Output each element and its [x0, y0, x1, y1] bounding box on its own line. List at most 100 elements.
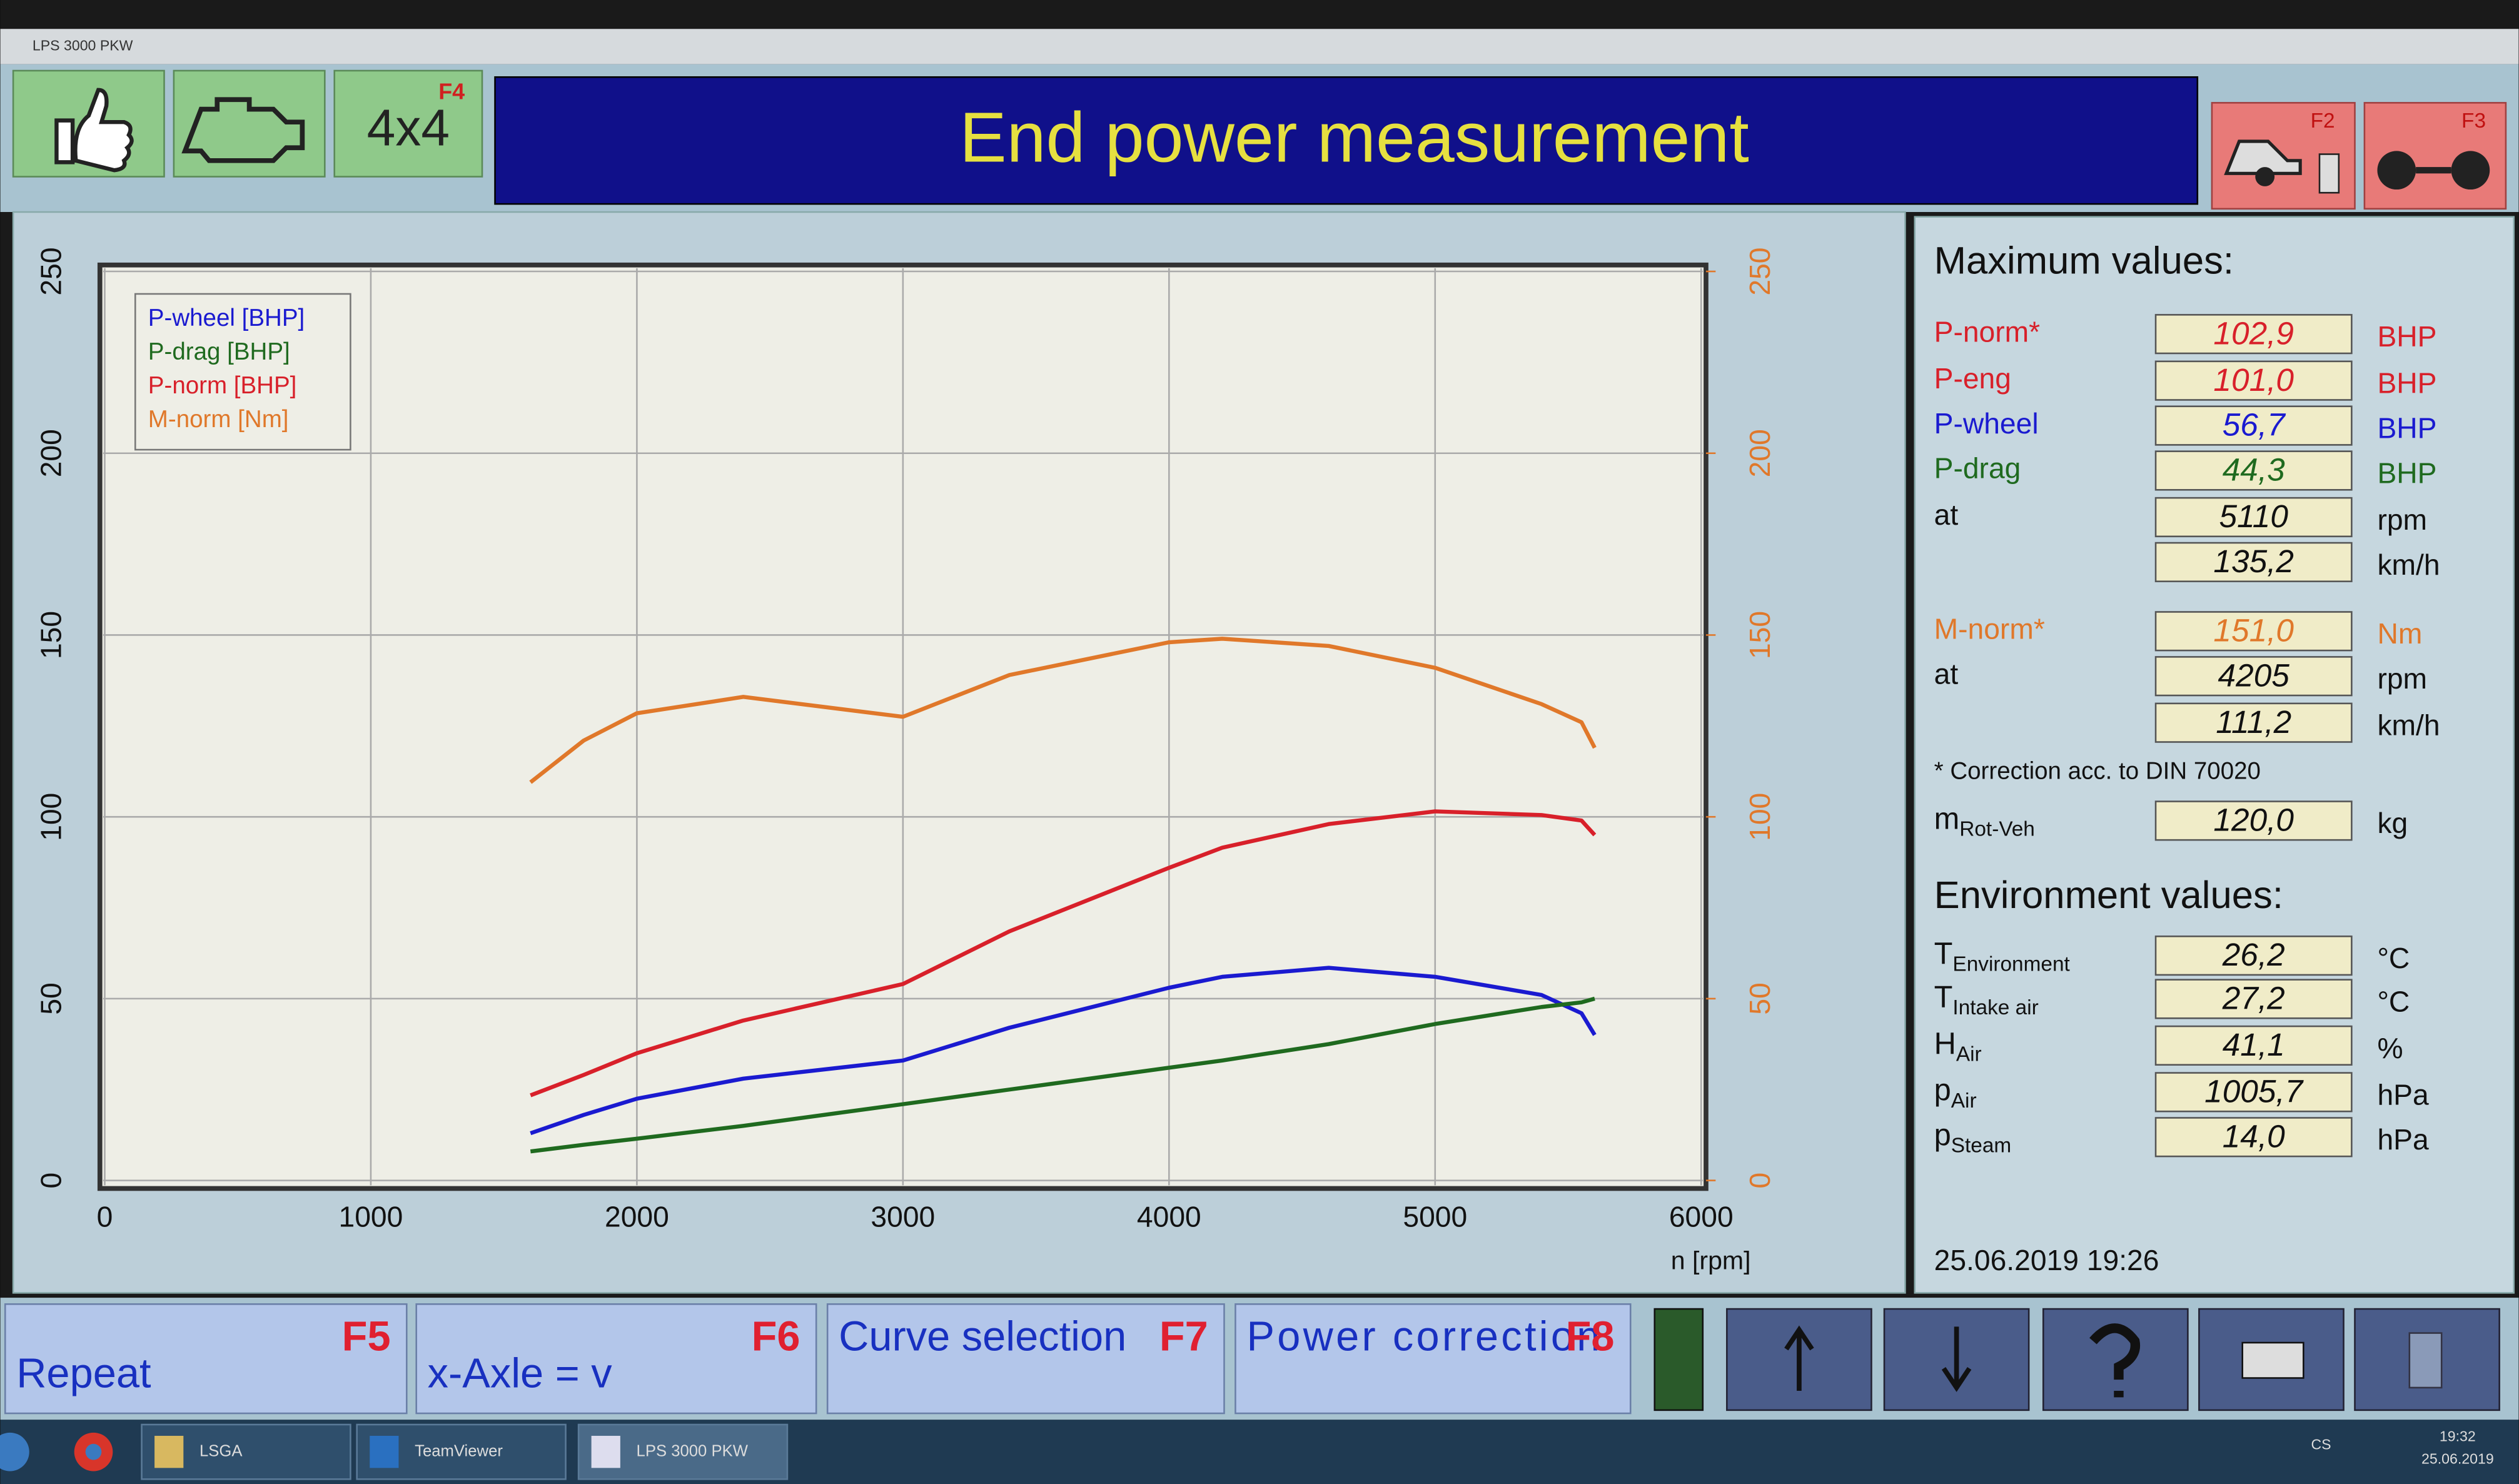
unit: rpm — [2377, 662, 2427, 695]
y2-tick-label: 50 — [1744, 982, 1776, 1014]
value: 102,9 — [2213, 315, 2294, 351]
status-indicator — [1653, 1308, 1704, 1411]
function-button[interactable] — [826, 1303, 1225, 1415]
value-box — [2154, 405, 2353, 446]
y-tick-label: 0 — [34, 1173, 67, 1189]
y-tick-label: 200 — [34, 429, 67, 477]
timestamp: 25.06.2019 19:26 — [1934, 1244, 2159, 1276]
button-label: Curve selection — [839, 1314, 1126, 1360]
value-box — [2154, 656, 2353, 697]
x-axis-label: n [rpm] — [1671, 1246, 1751, 1275]
value-box — [2154, 497, 2353, 538]
curve — [530, 809, 1597, 1098]
unit: km/h — [2377, 709, 2440, 742]
label-main: p — [1934, 1118, 1951, 1152]
y2-tick-label: 250 — [1744, 247, 1776, 295]
taskbar-icon — [370, 1435, 399, 1468]
legend-entry: P-wheel [BHP] — [148, 305, 305, 331]
unit: BHP — [2377, 411, 2436, 444]
roller-icon — [2377, 151, 2416, 190]
value-box — [2154, 979, 2353, 1019]
value-box — [2154, 1117, 2353, 1158]
mass-label: mRot-Veh — [1934, 802, 2035, 840]
note: * Correction acc. to DIN 70020 — [1934, 757, 2261, 784]
taskbar-label: LPS 3000 PKW — [637, 1442, 749, 1460]
unit: rpm — [2377, 503, 2427, 536]
value-box — [2154, 611, 2353, 652]
roller-icon — [2451, 151, 2490, 190]
unit: km/h — [2377, 548, 2440, 581]
value-box — [2154, 450, 2353, 491]
window-titlebar — [0, 29, 2519, 64]
unit: °C — [2377, 942, 2410, 974]
value-box — [2154, 1072, 2353, 1113]
value-box — [2154, 314, 2353, 355]
button-label: x-Axle = v — [428, 1351, 613, 1397]
taskbar-icon — [591, 1435, 620, 1468]
x-tick-label: 6000 — [1669, 1200, 1734, 1233]
unit: BHP — [2377, 320, 2436, 353]
env-label: TEnvironment — [1934, 937, 2071, 976]
value-label: P-eng — [1934, 362, 2011, 395]
panel-title: Maximum values: — [1934, 239, 2234, 282]
unit: kg — [2377, 807, 2408, 839]
function-button[interactable] — [1234, 1303, 1632, 1415]
button-key: F7 — [1159, 1314, 1208, 1360]
4x4-button[interactable] — [333, 69, 483, 178]
env-label: pAir — [1934, 1073, 1977, 1112]
curve — [529, 637, 1597, 784]
curve — [530, 966, 1597, 1136]
value: 27,2 — [2222, 981, 2285, 1016]
button-label: Power correction — [1246, 1314, 1600, 1360]
function-button[interactable] — [4, 1303, 408, 1415]
tray-lang: CS — [2311, 1436, 2331, 1452]
roller-link — [2416, 167, 2451, 174]
value: 4205 — [2218, 657, 2290, 693]
legend-entry: M-norm [Nm] — [148, 406, 289, 433]
value: 44,3 — [2223, 452, 2285, 488]
function-button[interactable] — [415, 1303, 817, 1415]
value-box — [2154, 360, 2353, 401]
taskbar-item[interactable] — [356, 1423, 567, 1480]
curve — [530, 996, 1595, 1154]
y2-tick-label: 100 — [1744, 793, 1776, 841]
key-label: F2 — [2311, 109, 2335, 133]
door-icon — [2408, 1332, 2443, 1389]
x-tick-label: 1000 — [339, 1200, 403, 1233]
page-title: End power measurement — [959, 98, 1749, 176]
title-banner — [494, 76, 2199, 205]
chrome-icon-center — [85, 1443, 102, 1460]
value: 101,0 — [2213, 362, 2294, 398]
taskbar-label: LSGA — [199, 1442, 243, 1460]
x-tick-label: 3000 — [871, 1200, 935, 1233]
panel-title: Environment values: — [1934, 874, 2283, 917]
door-icon — [2318, 153, 2340, 194]
label-main: T — [1934, 937, 1953, 971]
button-key: F6 — [752, 1314, 800, 1360]
legend-entry: P-drag [BHP] — [148, 338, 290, 365]
window-title: LPS 3000 PKW — [33, 38, 133, 54]
taskbar-icon — [154, 1435, 184, 1468]
x-tick-label: 5000 — [1403, 1200, 1467, 1233]
y-tick-label: 150 — [34, 611, 67, 659]
value-box — [2154, 1025, 2353, 1066]
label-main: T — [1934, 980, 1953, 1014]
button-key: F8 — [1566, 1314, 1615, 1360]
y2-tick-label: 0 — [1744, 1173, 1776, 1189]
key-label: F4 — [438, 78, 465, 104]
y-tick-label: 50 — [34, 982, 67, 1014]
unit: BHP — [2377, 457, 2436, 489]
label-main: H — [1934, 1027, 1956, 1061]
printer-icon — [2241, 1341, 2304, 1379]
tray-time: 19:32 — [2440, 1428, 2476, 1445]
x-tick-label: 0 — [97, 1200, 113, 1233]
unit: BHP — [2377, 367, 2436, 400]
label-main: p — [1934, 1073, 1951, 1107]
start-button[interactable] — [0, 1432, 29, 1471]
label-sub: Air — [1956, 1042, 1982, 1066]
up-icon — [1784, 1325, 1814, 1391]
value: 1005,7 — [2204, 1073, 2304, 1109]
value-label: P-wheel — [1934, 407, 2039, 440]
key-label: F3 — [2461, 109, 2486, 133]
